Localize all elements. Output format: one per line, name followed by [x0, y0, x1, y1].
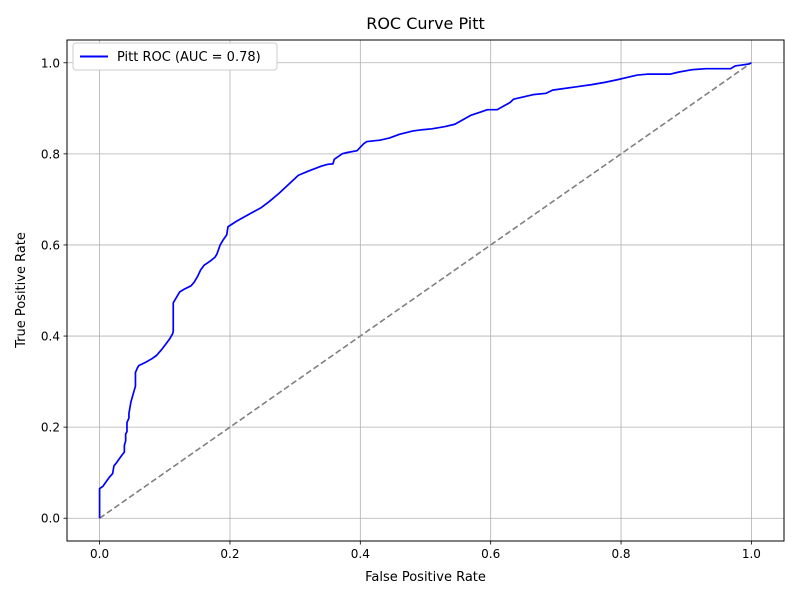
x-tick-label: 0.4 — [351, 547, 370, 561]
legend-label: Pitt ROC (AUC = 0.78) — [117, 50, 261, 65]
y-tick-label: 0.4 — [41, 330, 60, 344]
x-axis-label: False Positive Rate — [365, 570, 486, 585]
y-tick-label: 0.6 — [41, 238, 60, 252]
y-tick-label: 1.0 — [41, 56, 60, 70]
plot-frame — [66, 39, 785, 542]
y-tick-label: 0.0 — [41, 512, 60, 526]
legend-box — [72, 42, 278, 71]
x-tick-label: 0.2 — [220, 547, 239, 561]
x-tick-label: 1.0 — [742, 547, 761, 561]
y-tick-label: 0.2 — [41, 421, 60, 435]
x-tick-label: 0.8 — [611, 547, 630, 561]
x-tick-label: 0.0 — [90, 547, 109, 561]
y-axis-label: True Positive Rate — [14, 232, 29, 349]
chart-title: ROC Curve Pitt — [366, 14, 485, 33]
series-layer — [98, 61, 752, 519]
x-axis-ticks: 0.0 0.2 0.4 0.6 0.8 1.0 — [90, 541, 761, 561]
chance-diagonal-line — [99, 62, 752, 519]
legend: Pitt ROC (AUC = 0.78) — [72, 42, 278, 71]
y-tick-label: 0.8 — [41, 147, 60, 161]
roc-curve-line — [98, 61, 752, 519]
y-axis-ticks: 0.0 0.2 0.4 0.6 0.8 1.0 — [41, 56, 67, 526]
x-tick-label: 0.6 — [481, 547, 500, 561]
